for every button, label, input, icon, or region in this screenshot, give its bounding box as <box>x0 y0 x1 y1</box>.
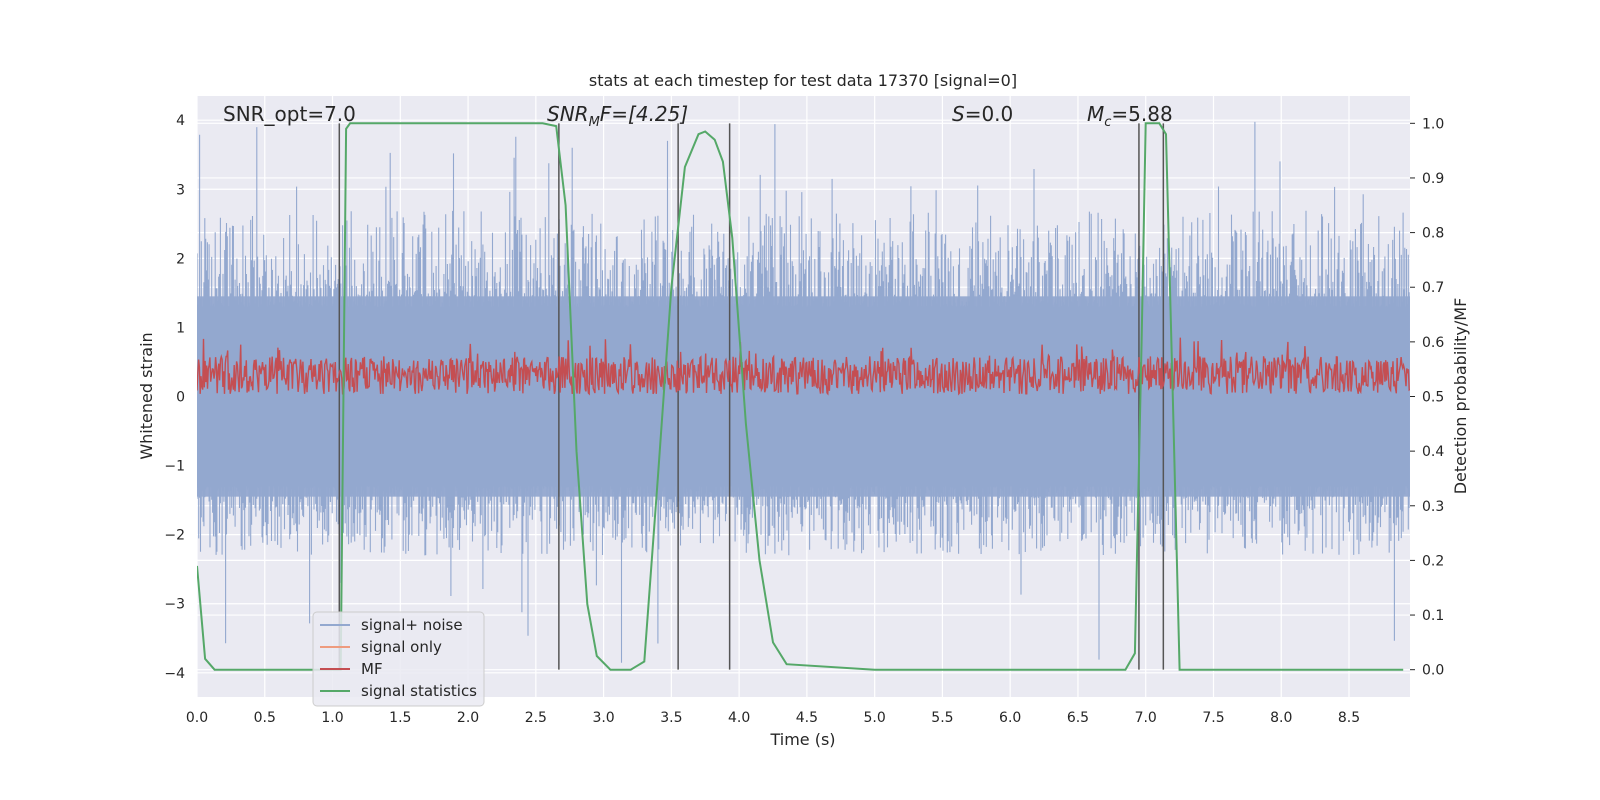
annotation-mc-rest: =5.88 <box>1111 102 1172 126</box>
annotation-s-base: S <box>952 102 965 126</box>
x-tick-label: 3.5 <box>660 710 682 726</box>
annotation-mc: Mc=5.88 <box>1087 102 1173 130</box>
x-tick-label: 7.0 <box>1135 710 1157 726</box>
x-tick-label: 7.5 <box>1202 710 1224 726</box>
annotation-s: S=0.0 <box>952 102 1013 126</box>
annotation-snr-mf-sub: M <box>589 115 600 130</box>
left-y-tick-label: 1 <box>176 320 185 336</box>
x-tick-label: 6.0 <box>999 710 1021 726</box>
right-y-tick-labels: 0.0 0.1 0.2 0.3 0.4 0.5 0.6 0.7 0.8 0.9 1.0 <box>1410 116 1444 679</box>
right-y-tick-label: 0.1 <box>1422 608 1444 624</box>
series-signal-noise <box>197 121 1410 663</box>
legend-label-signal-statistics: signal statistics <box>361 682 477 700</box>
left-y-tick-label: −4 <box>164 666 185 682</box>
annotation-mc-sub: c <box>1104 115 1111 130</box>
x-tick-label: 8.0 <box>1270 710 1292 726</box>
annotation-s-rest: =0.0 <box>965 102 1014 126</box>
x-tick-label: 0.0 <box>186 710 208 726</box>
legend-box <box>312 611 485 707</box>
x-tick-label: 1.0 <box>321 710 343 726</box>
right-y-tick-label: 1.0 <box>1422 116 1444 132</box>
right-y-tick-label: 0.4 <box>1422 444 1444 460</box>
right-y-tick-label: 0.6 <box>1422 335 1444 351</box>
x-axis-label: Time (s) <box>769 730 835 749</box>
right-y-tick-label: 0.7 <box>1422 280 1444 296</box>
legend-label-signal-only: signal only <box>361 638 442 656</box>
left-y-tick-label: 3 <box>176 182 185 198</box>
x-tick-label: 4.5 <box>796 710 818 726</box>
left-y-tick-label: −3 <box>164 597 185 613</box>
right-y-tick-label: 0.0 <box>1422 663 1444 679</box>
left-y-tick-label: 2 <box>176 251 185 267</box>
annotation-snr-opt: SNR_opt=7.0 <box>223 102 356 126</box>
x-tick-label: 1.5 <box>389 710 411 726</box>
chart-title: stats at each timestep for test data 173… <box>589 71 1017 90</box>
x-tick-label: 8.5 <box>1338 710 1360 726</box>
left-y-axis-label: Whitened strain <box>137 332 156 459</box>
x-tick-label: 2.0 <box>457 710 479 726</box>
left-y-tick-label: −1 <box>164 459 185 475</box>
legend-label-signal-noise: signal+ noise <box>361 616 463 634</box>
legend-label-mf: MF <box>361 660 383 678</box>
x-tick-label: 5.5 <box>931 710 953 726</box>
x-tick-labels: 0.0 0.5 1.0 1.5 2.0 2.5 3.0 3.5 4.0 4.5 5.0 5.5 6.0 6… <box>186 710 1360 726</box>
right-y-tick-label: 0.3 <box>1422 499 1444 515</box>
x-tick-label: 3.0 <box>592 710 614 726</box>
annotation-snr-mf-base: SNR <box>547 102 589 126</box>
right-y-axis-label: Detection probability/MF <box>1451 298 1470 495</box>
annotation-snr-mf-rest: F=[4.25] <box>600 102 688 126</box>
right-y-tick-label: 0.9 <box>1422 171 1444 187</box>
x-tick-label: 5.0 <box>864 710 886 726</box>
right-y-tick-label: 0.2 <box>1422 553 1444 569</box>
left-y-tick-label: −2 <box>164 528 185 544</box>
series-signal-statistics <box>197 122 1404 671</box>
x-tick-label: 6.5 <box>1067 710 1089 726</box>
mf-line <box>197 337 1410 396</box>
left-y-tick-label: 4 <box>176 113 185 129</box>
x-tick-label: 2.5 <box>525 710 547 726</box>
x-tick-label: 4.0 <box>728 710 750 726</box>
signal-statistics-line <box>197 122 1404 671</box>
vertical-markers <box>338 123 1165 670</box>
left-y-tick-labels: −4 −3 −2 −1 0 1 2 3 4 <box>164 113 185 682</box>
legend: signal+ noise signal only MF signal stat… <box>312 611 485 707</box>
series-mf <box>197 337 1410 396</box>
annotation-snr-mf: SNRMF=[4.25] <box>547 102 688 130</box>
annotation-mc-base: M <box>1087 102 1104 126</box>
left-y-tick-label: 0 <box>176 390 185 406</box>
right-y-tick-label: 0.5 <box>1422 390 1444 406</box>
x-tick-label: 0.5 <box>254 710 276 726</box>
right-y-tick-label: 0.8 <box>1422 226 1444 242</box>
